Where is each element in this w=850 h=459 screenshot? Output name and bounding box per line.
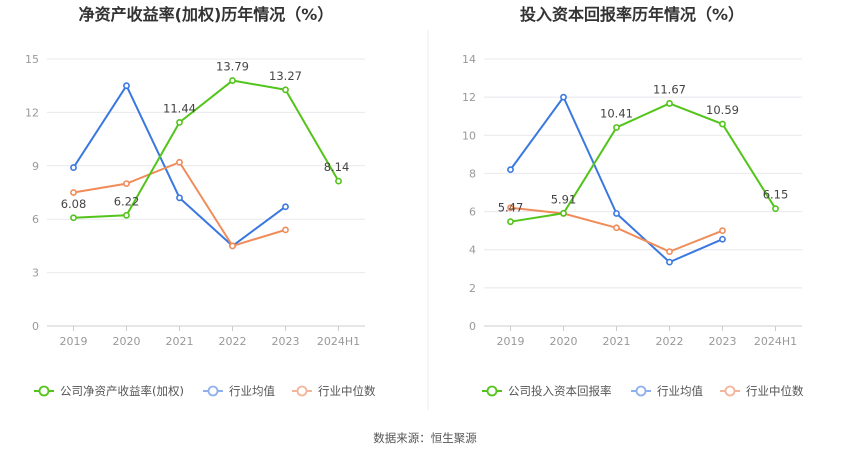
roe-series-line-0: [73, 79, 340, 219]
roic-data-point[interactable]: [613, 124, 620, 131]
roe-legend-item-1[interactable]: 行业均值: [203, 384, 275, 398]
roic-data-point[interactable]: [666, 248, 673, 256]
roic-series-line-0: [510, 102, 777, 223]
roic-data-point[interactable]: [507, 218, 514, 226]
roic-y-tick-label: 8: [469, 167, 476, 180]
legend-marker-icon: [207, 385, 219, 397]
roe-data-label: 13.27: [269, 69, 302, 83]
roe-data-label: 8.14: [324, 160, 350, 174]
roic-x-tick-label: 2022: [656, 335, 684, 348]
roe-x-tick-label: 2021: [166, 335, 194, 348]
roe-y-tick-label: 12: [25, 106, 39, 119]
roe-x-tick-label: 2019: [60, 335, 88, 348]
roe-y-tick-label: 9: [32, 160, 39, 173]
roic-y-tick-label: 6: [469, 206, 476, 219]
roe-x-tick-label: 2022: [219, 335, 247, 348]
legend-label: 行业均值: [657, 384, 703, 398]
roe-data-point[interactable]: [123, 211, 130, 219]
roe-y-tick-label: 6: [32, 213, 39, 226]
roic-chart: 投入资本回报率历年情况（%） 0 2 4 6 8 10 12 14 2019 2020 2021 20…: [462, 5, 804, 398]
legend-label: 行业中位数: [318, 384, 376, 398]
roic-x-tick-label: 2021: [603, 335, 631, 348]
roe-legend-item-0[interactable]: 公司净资产收益率(加权): [34, 384, 184, 398]
roic-data-point[interactable]: [719, 120, 726, 128]
roe-data-point[interactable]: [176, 194, 183, 202]
roe-data-point[interactable]: [282, 86, 289, 94]
legend-marker-icon: [724, 385, 736, 397]
roic-y-tick-label: 14: [462, 53, 476, 66]
roic-y-tick-label: 2: [469, 282, 476, 295]
roe-series-line-2: [73, 161, 286, 247]
legend-label: 公司投入资本回报率: [508, 384, 612, 398]
roic-data-label: 5.91: [551, 192, 577, 206]
roe-data-point[interactable]: [176, 118, 183, 126]
roe-y-tick-label: 0: [32, 320, 39, 333]
roic-x-tick-label: 2024H1: [754, 335, 797, 348]
roic-legend-item-1[interactable]: 行业均值: [631, 384, 703, 398]
roe-data-label: 6.22: [114, 194, 140, 208]
roe-data-point[interactable]: [176, 158, 183, 166]
legend-label: 行业中位数: [746, 384, 804, 398]
roic-chart-title: 投入资本回报率历年情况（%）: [520, 5, 744, 24]
roic-y-tick-label: 10: [462, 129, 476, 142]
roe-data-label: 6.08: [61, 197, 87, 211]
roic-legend-item-0[interactable]: 公司投入资本回报率: [482, 384, 612, 398]
roe-data-label: 11.44: [163, 101, 196, 115]
roe-legend-item-2[interactable]: 行业中位数: [292, 384, 376, 398]
legend-marker-icon: [296, 385, 308, 397]
roe-data-label: 13.79: [216, 60, 249, 74]
roe-data-point[interactable]: [282, 226, 289, 234]
roe-chart: 净资产收益率(加权)历年情况（%） 0 3 6 9 12 15 2019 2020 2021 20…: [25, 5, 376, 398]
roic-y-tick-label: 0: [469, 320, 476, 333]
roe-y-tick-label: 3: [32, 267, 39, 280]
source-note: 数据来源：恒生聚源: [373, 431, 477, 445]
roe-x-tick-label: 2024H1: [317, 335, 360, 348]
roic-data-label: 10.41: [600, 106, 633, 120]
roe-data-point[interactable]: [229, 77, 236, 84]
roic-x-tick-label: 2020: [550, 335, 578, 348]
roic-data-point[interactable]: [613, 210, 620, 217]
roe-data-point[interactable]: [229, 242, 236, 250]
roe-chart-title: 净资产收益率(加权)历年情况（%）: [79, 5, 334, 24]
roic-data-label: 10.59: [706, 103, 739, 117]
roic-data-point[interactable]: [560, 93, 567, 101]
roe-data-point[interactable]: [70, 214, 77, 222]
legend-marker-icon: [486, 385, 498, 397]
roe-data-point[interactable]: [282, 203, 289, 211]
roe-x-tick-label: 2023: [272, 335, 300, 348]
roic-data-point[interactable]: [719, 227, 726, 235]
roic-data-point[interactable]: [772, 205, 779, 213]
roe-data-point[interactable]: [335, 177, 342, 185]
roic-legend-item-2[interactable]: 行业中位数: [720, 384, 804, 398]
roic-data-point[interactable]: [666, 100, 673, 107]
legend-label: 公司净资产收益率(加权): [60, 384, 184, 398]
roic-data-point[interactable]: [507, 166, 514, 174]
legend-marker-icon: [635, 385, 647, 397]
roic-y-tick-label: 12: [462, 91, 476, 104]
roe-y-tick-label: 15: [25, 53, 39, 66]
roic-data-point[interactable]: [719, 235, 726, 243]
legend-marker-icon: [38, 385, 50, 397]
roe-data-point[interactable]: [123, 180, 130, 187]
legend-label: 行业均值: [229, 384, 275, 398]
roe-x-tick-label: 2020: [113, 335, 141, 348]
roic-y-tick-label: 4: [469, 244, 476, 257]
roic-series-line-1: [509, 96, 723, 264]
roic-data-label: 11.67: [653, 82, 686, 96]
roic-x-tick-label: 2019: [497, 335, 525, 348]
roic-data-label: 5.47: [498, 201, 524, 215]
roic-x-tick-label: 2023: [709, 335, 737, 348]
roic-data-label: 6.15: [763, 188, 789, 202]
roe-data-point[interactable]: [70, 164, 77, 171]
roe-data-point[interactable]: [123, 82, 130, 90]
roic-data-point[interactable]: [613, 224, 620, 232]
roic-data-point[interactable]: [666, 258, 673, 266]
roic-data-point[interactable]: [507, 204, 514, 212]
roe-data-point[interactable]: [70, 189, 77, 196]
roic-data-point[interactable]: [560, 209, 567, 217]
